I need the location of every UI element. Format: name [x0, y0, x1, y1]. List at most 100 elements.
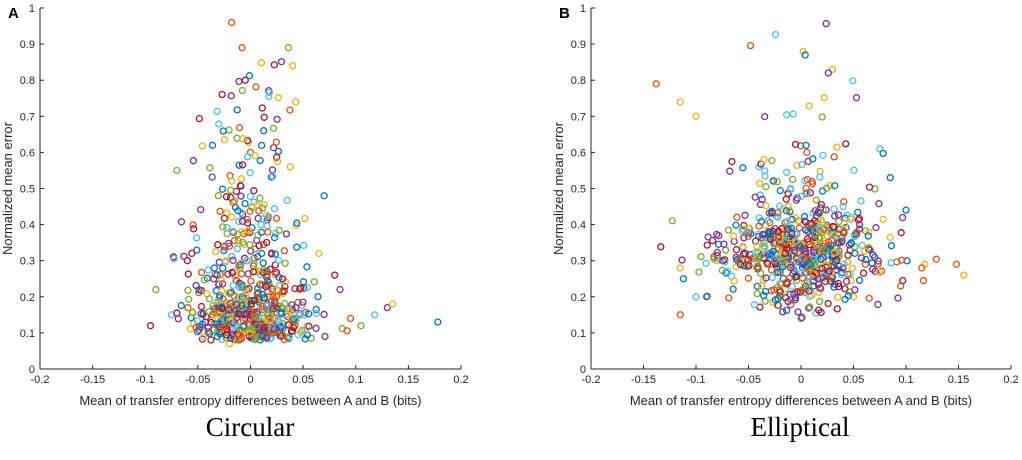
data-point	[227, 186, 235, 194]
data-point	[218, 185, 227, 193]
data-point	[739, 164, 747, 172]
x-tick-label: 0.2	[1003, 374, 1018, 386]
data-point	[292, 98, 300, 106]
data-point	[296, 311, 304, 319]
data-point	[791, 140, 800, 149]
data-point	[775, 202, 784, 210]
data-point	[762, 202, 770, 210]
data-point	[300, 241, 308, 250]
data-point	[251, 151, 259, 160]
data-point	[869, 265, 877, 273]
data-point	[773, 209, 782, 217]
data-point	[228, 268, 236, 277]
data-point	[204, 266, 212, 274]
data-point	[282, 230, 291, 238]
data-point	[146, 322, 155, 330]
data-point	[186, 325, 195, 333]
data-point	[802, 184, 810, 192]
data-point	[805, 102, 813, 110]
data-point	[235, 77, 243, 86]
data-point	[740, 234, 748, 242]
data-point	[269, 144, 278, 152]
data-point	[275, 273, 283, 281]
x-axis-label: Mean of transfer entropy differences bet…	[630, 393, 972, 408]
data-point	[903, 257, 911, 265]
data-point	[829, 222, 837, 231]
data-point	[193, 317, 201, 325]
data-point	[229, 313, 237, 321]
data-point	[795, 224, 804, 232]
data-point	[320, 310, 328, 319]
x-tick-label: 0	[798, 374, 804, 386]
data-point	[776, 186, 784, 195]
data-point	[818, 264, 826, 272]
data-point	[793, 161, 801, 170]
data-point	[219, 127, 227, 135]
data-point	[899, 276, 907, 285]
data-point	[243, 310, 251, 318]
data-point	[726, 167, 734, 175]
y-tick-label: 0	[580, 364, 586, 376]
data-point	[271, 250, 279, 258]
x-tick-label: 0	[247, 374, 253, 386]
data-point	[830, 153, 838, 161]
data-point	[783, 168, 791, 177]
panel-a: -0.2 -0.15 -0.1 -0.05 0 0.05 0.1 0.15 0.2 0 0.1 0.2…	[0, 3, 469, 408]
data-point	[812, 196, 820, 204]
data-point	[835, 283, 843, 291]
data-point	[227, 92, 235, 100]
data-point	[842, 277, 851, 286]
data-point	[840, 198, 848, 206]
data-point	[833, 305, 841, 313]
y-tick-label: 0.8	[571, 75, 586, 87]
data-point	[789, 110, 797, 118]
data-point	[229, 281, 237, 290]
data-point	[733, 213, 741, 221]
data-point	[265, 292, 273, 301]
data-point	[197, 205, 205, 214]
data-point	[753, 264, 761, 272]
data-point	[170, 254, 178, 263]
data-point	[848, 264, 857, 272]
data-point	[206, 164, 214, 172]
data-point	[331, 271, 339, 279]
data-point	[758, 282, 766, 290]
y-tick-label: 0.4	[20, 220, 35, 232]
data-point	[278, 331, 287, 339]
data-point	[177, 218, 186, 226]
data-point	[197, 302, 206, 311]
data-point	[229, 256, 237, 264]
data-point	[802, 141, 810, 150]
data-point	[744, 232, 752, 241]
data-point	[800, 212, 809, 221]
data-point	[746, 41, 755, 50]
data-point	[303, 284, 312, 292]
data-point	[841, 295, 849, 304]
data-point	[284, 44, 293, 52]
data-point	[192, 323, 200, 332]
data-point	[237, 175, 246, 183]
data-point	[676, 98, 684, 106]
data-point	[776, 288, 784, 296]
data-point	[195, 286, 203, 294]
data-point	[786, 263, 794, 271]
data-point	[754, 254, 763, 262]
data-point	[299, 298, 307, 306]
data-point	[197, 268, 206, 277]
data-point	[214, 191, 223, 200]
data-point	[799, 47, 807, 55]
data-point	[343, 327, 351, 335]
data-point	[709, 236, 717, 245]
data-point	[204, 324, 212, 332]
data-point	[173, 166, 181, 175]
data-point	[801, 217, 809, 225]
data-point	[274, 256, 283, 265]
data-point	[816, 167, 824, 176]
y-axis-label: Normalized mean error	[551, 121, 566, 255]
data-point	[238, 217, 247, 225]
data-point	[233, 245, 242, 253]
data-point	[792, 196, 800, 204]
data-point	[879, 215, 887, 223]
data-point	[213, 332, 221, 341]
data-point	[849, 293, 858, 301]
